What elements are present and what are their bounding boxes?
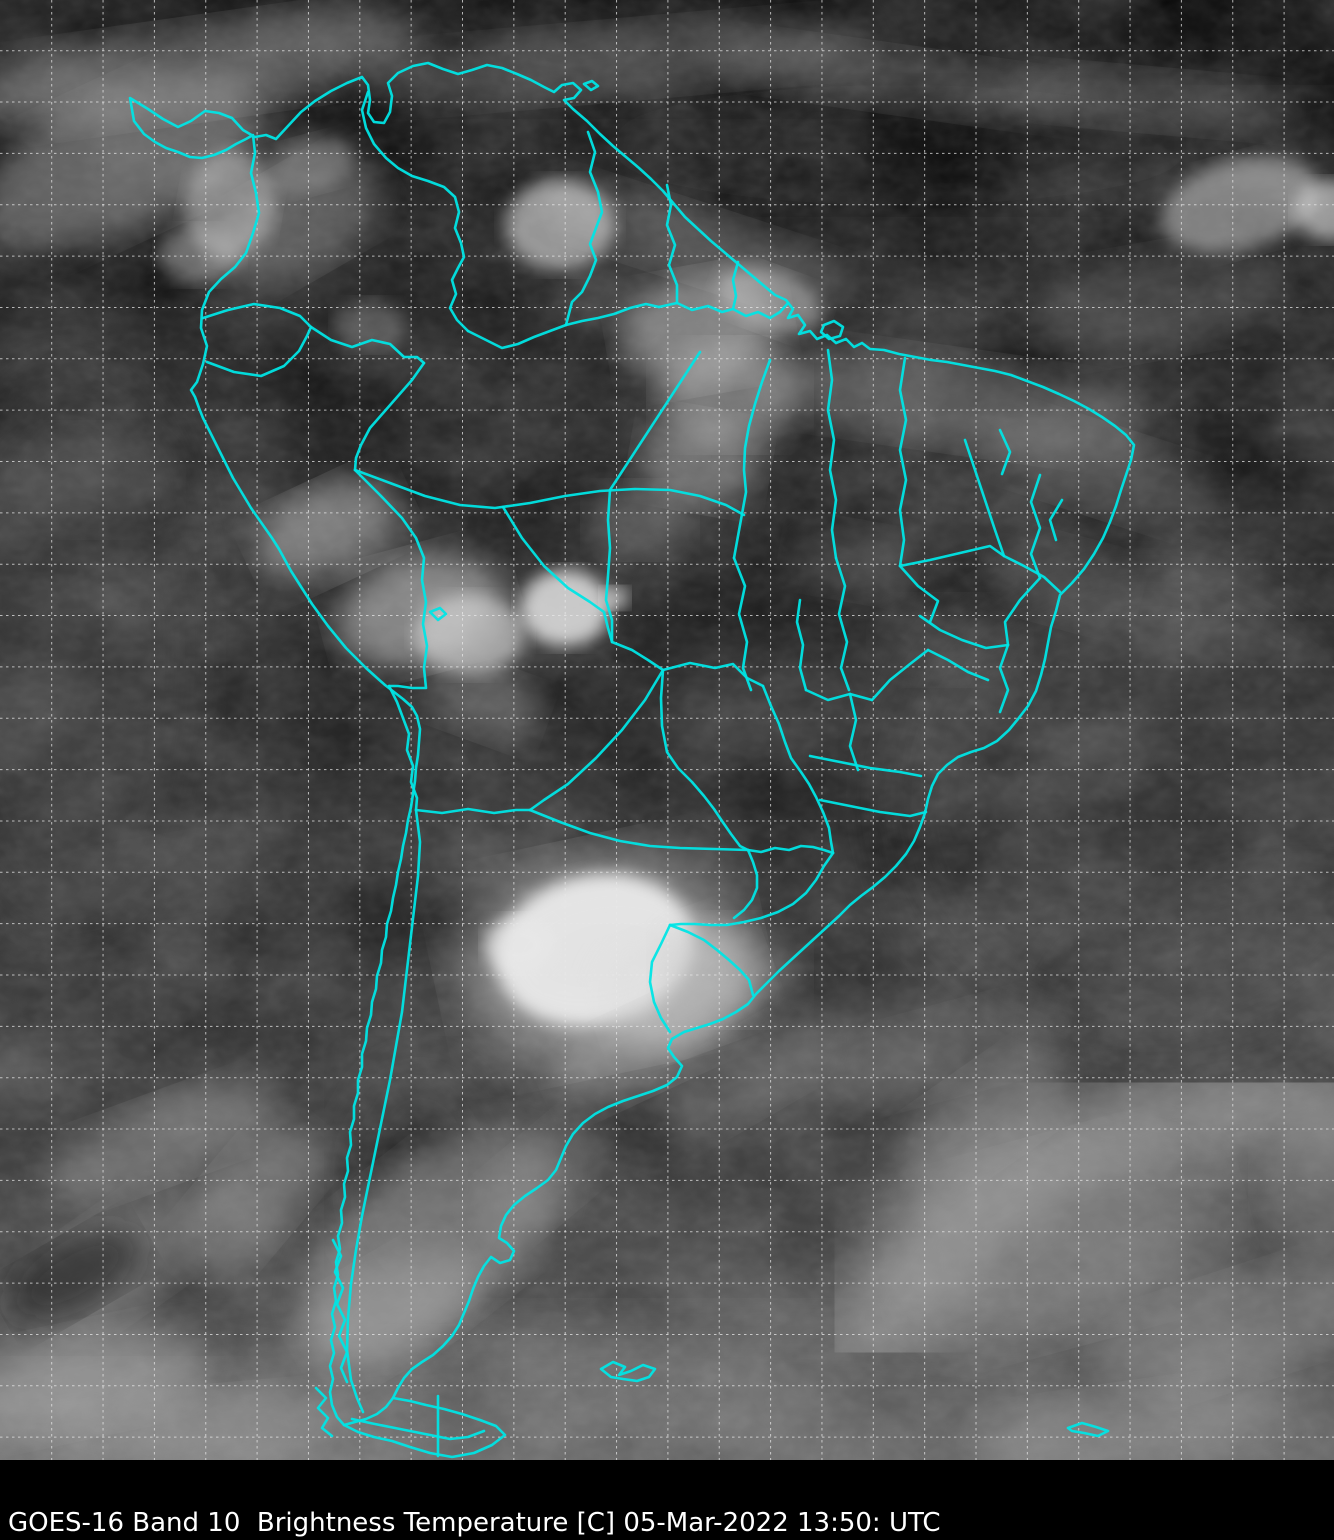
state-line-ne-7 — [998, 428, 1012, 476]
border-frenchguiana-brazil — [731, 301, 790, 320]
state-line-maranhao-piaui — [898, 356, 908, 568]
latlon-grid — [0, 0, 1334, 1460]
coast-falkland-islands — [599, 1360, 657, 1383]
border-peru-bolivia — [353, 468, 429, 690]
border-ecuador-peru — [205, 325, 313, 378]
state-line-ne-5 — [898, 564, 940, 624]
coast-magellan-strait — [350, 1417, 486, 1441]
border-paraguay-west-river — [659, 668, 750, 852]
coast-chile-fjords — [331, 1238, 349, 1384]
border-bolivia-brazil-e — [661, 661, 765, 688]
border-argentina-brazil — [668, 851, 835, 927]
border-bolivia-paraguay — [528, 668, 665, 812]
state-line-para-maranhao — [826, 348, 838, 560]
state-line-se-1 — [795, 598, 808, 692]
border-paraguay-brazil — [761, 684, 835, 855]
state-line-se-8 — [818, 798, 928, 818]
border-uruguay-brazil — [668, 923, 755, 997]
state-line-amazonas-para — [608, 350, 702, 492]
country-borders-overlay — [128, 61, 1136, 1459]
border-colombia-venezuela — [360, 90, 470, 333]
state-line-se-5 — [918, 614, 1010, 650]
state-line-ne-8 — [1048, 498, 1064, 542]
coast-chile-islands — [314, 1386, 334, 1438]
coast-tdf-island — [342, 1396, 507, 1459]
state-line-ne-2 — [1029, 473, 1042, 580]
satellite-map — [0, 0, 1334, 1460]
coast-marajo-island — [819, 319, 845, 341]
state-line-se-9 — [808, 754, 923, 778]
state-line-se-4 — [848, 692, 860, 772]
border-argentina-chile — [345, 808, 422, 1414]
border-peru-colombia — [309, 325, 426, 365]
state-line-ne-4 — [1002, 554, 1062, 594]
border-pilcomayo — [528, 808, 750, 852]
lake-titicaca — [428, 606, 448, 622]
border-suriname-brazil — [657, 301, 735, 314]
border-bolivia-argentina — [414, 807, 532, 815]
satellite-map-canvas — [0, 0, 1334, 1460]
border-suriname-frenchguiana — [731, 260, 740, 311]
border-misiones-inner — [732, 848, 759, 920]
state-line-ne-1 — [963, 438, 1006, 558]
coast-south-georgia — [1066, 1421, 1110, 1438]
border-bolivia-brazil-w — [604, 488, 665, 672]
caption-bar: GOES-16 Band 10 Brightness Temperature [… — [0, 1460, 1334, 1540]
border-bolivia-brazil-n — [501, 505, 614, 644]
state-line-tocantins-e — [834, 556, 851, 692]
state-line-para — [732, 358, 772, 560]
state-line-ne-3 — [898, 544, 1006, 568]
state-line-se-2 — [804, 688, 874, 702]
state-line-amazonas-south — [353, 468, 746, 517]
state-line-se-3 — [870, 648, 930, 702]
caption-text: GOES-16 Band 10 Brightness Temperature [… — [8, 1508, 941, 1538]
border-paraguay-argentina — [746, 844, 835, 855]
state-line-ne-6 — [1003, 576, 1042, 647]
border-venezuela-guyana — [564, 130, 604, 327]
border-bolivia-chile — [387, 684, 419, 812]
state-line-tocantins-w — [732, 556, 753, 692]
border-guyana-suriname — [665, 183, 679, 305]
state-line-se-7 — [926, 648, 990, 682]
border-peru-brazil — [353, 361, 426, 472]
coast-trinidad — [582, 79, 600, 92]
border-argentina-uruguay — [648, 923, 672, 1034]
border-colombia-ecuador — [201, 302, 313, 329]
state-line-se-6 — [998, 643, 1010, 714]
